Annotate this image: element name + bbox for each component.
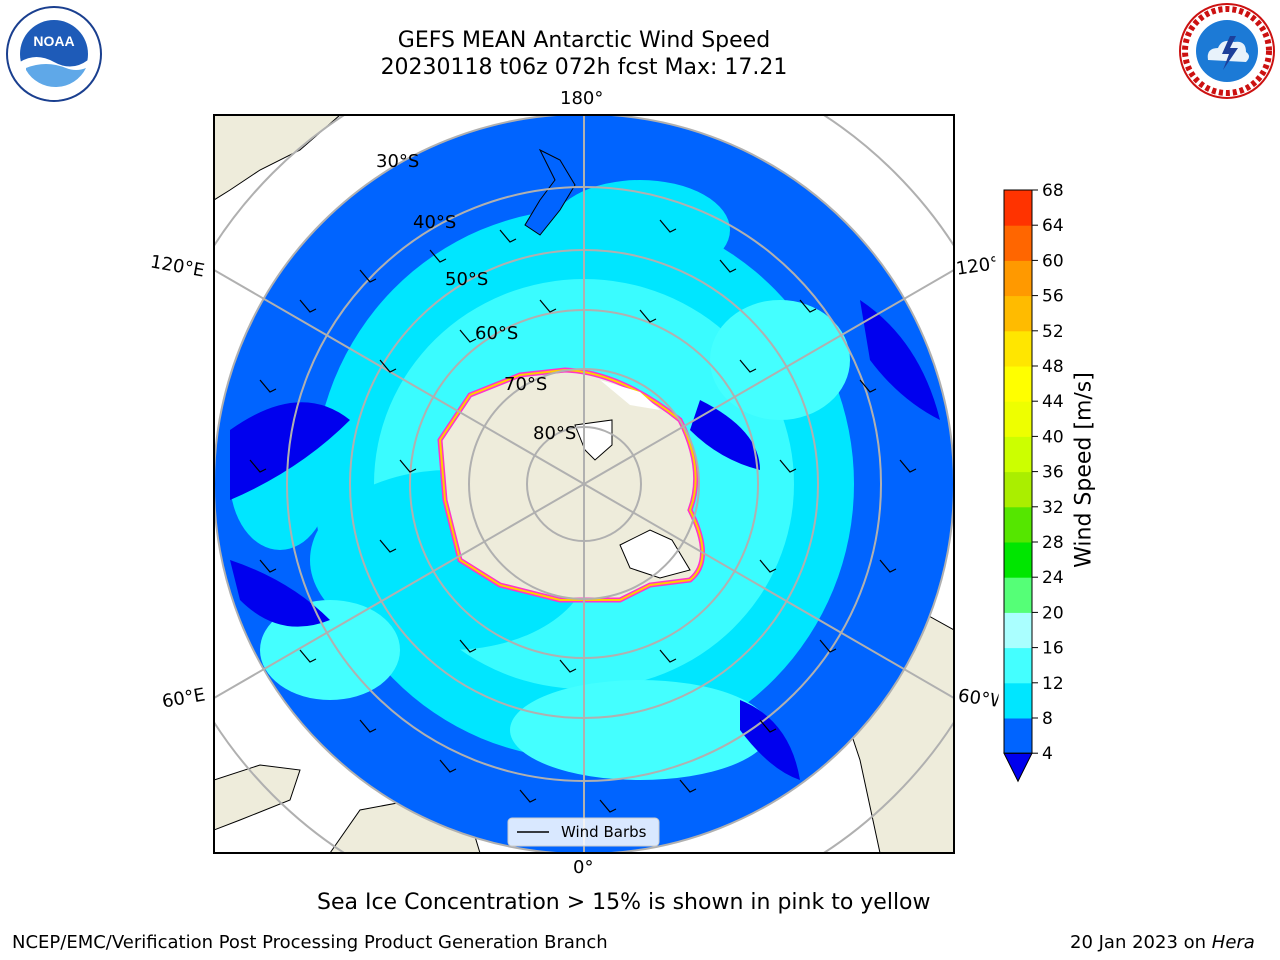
- ronne-ice-shelf: [619, 529, 691, 579]
- colorbar-label: Wind Speed [m/s]: [1071, 372, 1097, 568]
- colorbar-segment: [1004, 471, 1032, 508]
- colorbar-tick-label: 16: [1042, 639, 1064, 659]
- lat-label-50s: 50°S: [445, 269, 489, 290]
- colorbar-tick-label: 12: [1042, 674, 1064, 694]
- australia-landmass: [214, 115, 341, 201]
- colorbar-segment: [1004, 401, 1032, 437]
- lon-label-0: 0°: [573, 857, 594, 878]
- noaa-logo: NOAA: [6, 6, 102, 102]
- map-legend: Wind Barbs: [507, 817, 660, 847]
- legend-wind-barbs: Wind Barbs: [561, 823, 647, 841]
- colorbar-segment: [1004, 260, 1032, 297]
- lon-label-180: 180°: [560, 88, 604, 109]
- new-zealand: [524, 148, 576, 236]
- colorbar-tick-label: 32: [1042, 498, 1064, 518]
- colorbar-tick-label: 44: [1042, 392, 1064, 412]
- colorbar-segment: [1004, 295, 1032, 332]
- colorbar-segment: [1004, 436, 1032, 473]
- colorbar-segment: [1004, 542, 1032, 578]
- footer-timestamp: 20 Jan 2023 on Hera: [1070, 932, 1255, 953]
- colorbar-tick-label: 8: [1042, 709, 1053, 729]
- colorbar-tick-label: 36: [1042, 463, 1064, 483]
- colorbar-segment: [1004, 682, 1032, 719]
- colorbar-segment: [1004, 225, 1032, 261]
- colorbar-tick-label: 40: [1042, 427, 1064, 447]
- colorbar-tick-label: 68: [1042, 181, 1064, 201]
- wind-barbs: [249, 219, 917, 813]
- colorbar-tick-label: 60: [1042, 251, 1064, 271]
- lat-label-60s: 60°S: [475, 323, 519, 344]
- nws-logo: [1179, 3, 1275, 99]
- footer-branch: NCEP/EMC/Verification Post Processing Pr…: [12, 932, 608, 953]
- map-frame: [213, 114, 955, 854]
- colorbar-tick-label: 20: [1042, 603, 1064, 623]
- colorbar-tick-label: 28: [1042, 533, 1064, 553]
- colorbar-tick-label: 64: [1042, 216, 1064, 236]
- footer-date: 20 Jan 2023 on: [1070, 932, 1207, 953]
- footer-host: Hera: [1211, 932, 1255, 953]
- colorbar-segment: [1004, 506, 1032, 543]
- lat-label-80s: 80°S: [533, 423, 577, 444]
- graticule: [214, 115, 954, 853]
- colorbar-tick-label: 4: [1042, 744, 1053, 764]
- colorbar-segment: [1004, 647, 1032, 684]
- chart-title-line2: 20230118 t06z 072h fcst Max: 17.21: [380, 55, 788, 80]
- colorbar-tick-label: 56: [1042, 287, 1064, 307]
- colorbar-segment: [1004, 612, 1032, 649]
- colorbar-tick-label: 52: [1042, 322, 1064, 342]
- chart-title-line1: GEFS MEAN Antarctic Wind Speed: [397, 28, 771, 53]
- colorbar-under-arrow: [1003, 752, 1033, 783]
- colorbar-segment: [1004, 190, 1032, 226]
- colorbar-segment: [1004, 366, 1032, 402]
- colorbar-tick-label: 24: [1042, 568, 1064, 588]
- colorbar-segment: [1004, 718, 1032, 754]
- antarctica: [437, 367, 705, 603]
- lat-label-40s: 40°S: [413, 212, 457, 233]
- lat-label-30s: 30°S: [376, 151, 420, 172]
- colorbar-segment: [1004, 577, 1032, 613]
- africa-landmass: [214, 764, 301, 831]
- colorbar-tick-label: 48: [1042, 357, 1064, 377]
- sea-ice-note: Sea Ice Concentration > 15% is shown in …: [317, 890, 931, 915]
- colorbar-segment: [1004, 330, 1032, 367]
- lat-label-70s: 70°S: [504, 374, 548, 395]
- noaa-logo-text: NOAA: [33, 33, 74, 49]
